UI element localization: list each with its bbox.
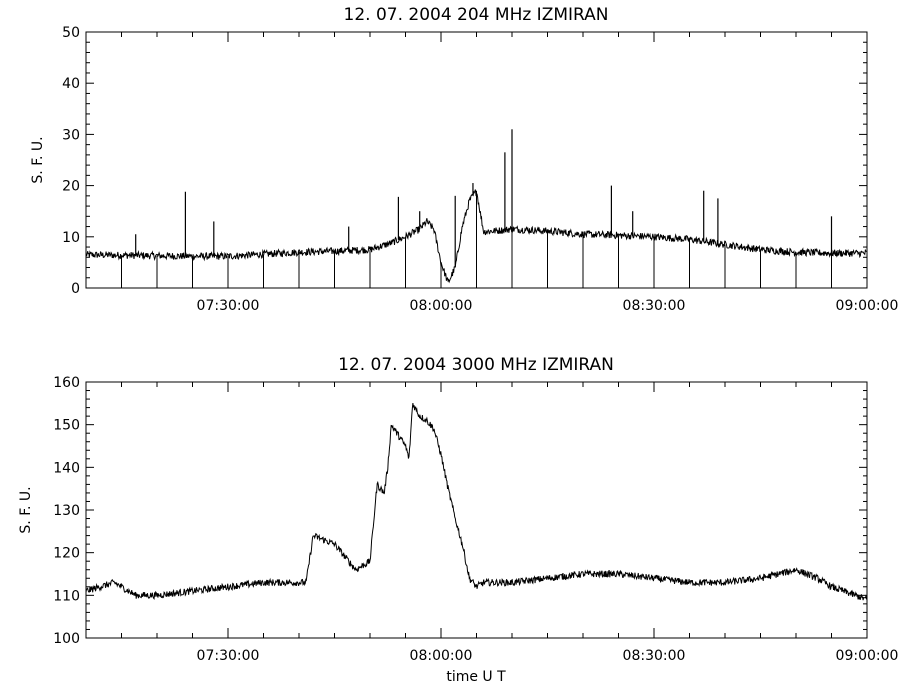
y-tick-label: 50 bbox=[62, 25, 80, 41]
x-tick-label: 08:30:00 bbox=[623, 648, 686, 664]
x-tick-label: 08:30:00 bbox=[623, 298, 686, 314]
y-tick-label: 10 bbox=[62, 230, 80, 246]
y-tick-label: 130 bbox=[53, 503, 80, 519]
y-tick-label: 140 bbox=[53, 460, 80, 476]
y-tick-label: 30 bbox=[62, 127, 80, 143]
y-tick-label: 40 bbox=[62, 76, 80, 92]
x-axis-label: time U T bbox=[446, 669, 506, 685]
y-tick-label: 120 bbox=[53, 546, 80, 562]
x-ticks-204: 07:30:00 08:00:00 08:30:00 09:00:00 bbox=[121, 32, 899, 314]
y-ticks-3000: 100 110 120 130 140 150 160 bbox=[53, 375, 867, 647]
series-3000 bbox=[85, 403, 868, 601]
x-tick-label: 09:00:00 bbox=[836, 298, 899, 314]
y-axis-label-204: S. F. U. bbox=[30, 136, 46, 183]
panel-3000mhz: 12. 07. 2004 3000 MHz IZMIRAN S. F. U. 1… bbox=[18, 355, 898, 685]
chart-title-3000: 12. 07. 2004 3000 MHz IZMIRAN bbox=[338, 355, 614, 375]
series-204 bbox=[85, 129, 868, 288]
y-tick-label: 160 bbox=[53, 375, 80, 391]
plot-frame-3000 bbox=[85, 381, 868, 639]
y-ticks-204: 0 10 20 30 40 50 bbox=[62, 25, 867, 297]
panel-204mhz: 12. 07. 2004 204 MHz IZMIRAN S. F. U. 0 1… bbox=[30, 5, 898, 314]
y-axis-label-3000: S. F. U. bbox=[18, 486, 34, 533]
x-ticks-3000: 07:30:00 08:00:00 08:30:00 09:00:00 bbox=[121, 382, 899, 664]
y-tick-label: 20 bbox=[62, 179, 80, 195]
x-tick-label: 07:30:00 bbox=[197, 648, 260, 664]
x-tick-label: 08:00:00 bbox=[410, 298, 473, 314]
x-tick-label: 07:30:00 bbox=[197, 298, 260, 314]
chart-title-204: 12. 07. 2004 204 MHz IZMIRAN bbox=[344, 5, 609, 25]
y-tick-label: 110 bbox=[53, 588, 80, 604]
series-line bbox=[85, 403, 868, 601]
y-tick-label: 150 bbox=[53, 418, 80, 434]
x-tick-label: 08:00:00 bbox=[410, 648, 473, 664]
y-tick-label: 100 bbox=[53, 631, 80, 647]
x-tick-label: 09:00:00 bbox=[836, 648, 899, 664]
y-tick-label: 0 bbox=[71, 281, 80, 297]
